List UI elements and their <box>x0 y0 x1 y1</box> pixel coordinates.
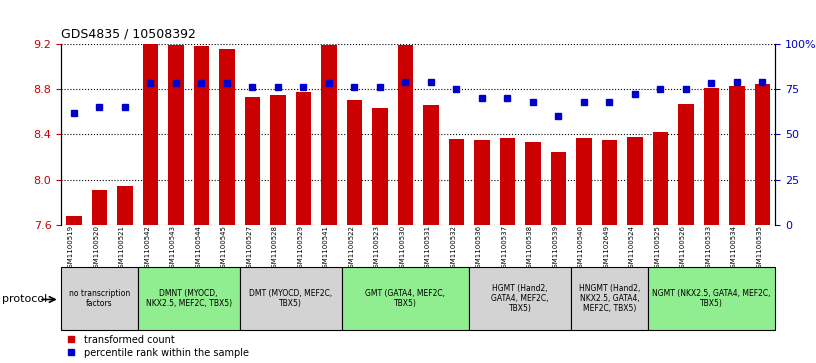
Bar <box>66 216 82 225</box>
Bar <box>648 267 775 330</box>
Bar <box>270 95 286 225</box>
Text: GSM1102649: GSM1102649 <box>604 225 610 272</box>
Legend: transformed count, percentile rank within the sample: transformed count, percentile rank withi… <box>66 335 249 358</box>
Text: GSM1100529: GSM1100529 <box>298 225 304 272</box>
Bar <box>449 139 464 225</box>
Text: GSM1100536: GSM1100536 <box>476 225 482 272</box>
Text: GSM1100544: GSM1100544 <box>196 225 202 272</box>
Text: NGMT (NKX2.5, GATA4, MEF2C,
TBX5): NGMT (NKX2.5, GATA4, MEF2C, TBX5) <box>652 289 770 308</box>
Text: no transcription
factors: no transcription factors <box>69 289 130 308</box>
Text: GSM1100542: GSM1100542 <box>144 225 150 272</box>
Text: GDS4835 / 10508392: GDS4835 / 10508392 <box>61 27 196 40</box>
Bar <box>653 132 668 225</box>
Text: protocol: protocol <box>2 294 47 305</box>
Bar <box>628 136 642 225</box>
Bar <box>245 97 260 225</box>
Text: GSM1100522: GSM1100522 <box>348 225 354 272</box>
Bar <box>571 267 648 330</box>
Text: GSM1100519: GSM1100519 <box>68 225 74 272</box>
Text: GSM1100527: GSM1100527 <box>246 225 252 272</box>
Text: GSM1100523: GSM1100523 <box>374 225 380 272</box>
Bar <box>193 46 209 225</box>
Bar <box>474 140 490 225</box>
Bar <box>220 49 234 225</box>
Bar <box>322 45 336 225</box>
Text: HNGMT (Hand2,
NKX2.5, GATA4,
MEF2C, TBX5): HNGMT (Hand2, NKX2.5, GATA4, MEF2C, TBX5… <box>579 284 640 314</box>
Bar <box>526 142 540 225</box>
Bar <box>118 187 132 225</box>
Bar <box>499 138 515 225</box>
Bar <box>138 267 240 330</box>
Bar <box>703 88 719 225</box>
Bar <box>91 190 107 225</box>
Text: GSM1100535: GSM1100535 <box>756 225 762 272</box>
Text: GSM1100537: GSM1100537 <box>502 225 508 272</box>
Text: GSM1100533: GSM1100533 <box>706 225 712 272</box>
Bar <box>755 85 770 225</box>
Bar <box>730 86 744 225</box>
Text: GSM1100525: GSM1100525 <box>654 225 660 272</box>
Text: GSM1100541: GSM1100541 <box>323 225 329 272</box>
Text: GSM1100539: GSM1100539 <box>552 225 558 272</box>
Text: GSM1100528: GSM1100528 <box>272 225 278 272</box>
Text: GSM1100534: GSM1100534 <box>731 225 737 272</box>
Text: HGMT (Hand2,
GATA4, MEF2C,
TBX5): HGMT (Hand2, GATA4, MEF2C, TBX5) <box>491 284 549 314</box>
Bar <box>168 45 184 225</box>
Bar <box>61 267 138 330</box>
Bar <box>295 92 311 225</box>
Bar <box>347 100 362 225</box>
Bar <box>551 152 566 225</box>
Text: GSM1100531: GSM1100531 <box>425 225 431 272</box>
Text: GSM1100521: GSM1100521 <box>119 225 125 272</box>
Text: GSM1100538: GSM1100538 <box>527 225 533 272</box>
Bar <box>342 267 469 330</box>
Text: GSM1100524: GSM1100524 <box>629 225 635 272</box>
Bar <box>469 267 571 330</box>
Bar <box>424 105 438 225</box>
Bar <box>601 140 617 225</box>
Bar <box>397 45 413 225</box>
Text: GSM1100526: GSM1100526 <box>680 225 686 272</box>
Text: GSM1100540: GSM1100540 <box>578 225 584 272</box>
Bar <box>372 108 388 225</box>
Bar <box>143 44 158 225</box>
Text: GMT (GATA4, MEF2C,
TBX5): GMT (GATA4, MEF2C, TBX5) <box>366 289 446 308</box>
Text: DMT (MYOCD, MEF2C,
TBX5): DMT (MYOCD, MEF2C, TBX5) <box>249 289 332 308</box>
Text: GSM1100520: GSM1100520 <box>94 225 100 272</box>
Text: GSM1100543: GSM1100543 <box>170 225 176 272</box>
Text: GSM1100530: GSM1100530 <box>400 225 406 272</box>
Text: DMNT (MYOCD,
NKX2.5, MEF2C, TBX5): DMNT (MYOCD, NKX2.5, MEF2C, TBX5) <box>145 289 232 308</box>
Text: GSM1100545: GSM1100545 <box>221 225 227 272</box>
Text: GSM1100532: GSM1100532 <box>450 225 456 272</box>
Bar <box>240 267 342 330</box>
Bar <box>678 104 694 225</box>
Bar <box>576 138 592 225</box>
